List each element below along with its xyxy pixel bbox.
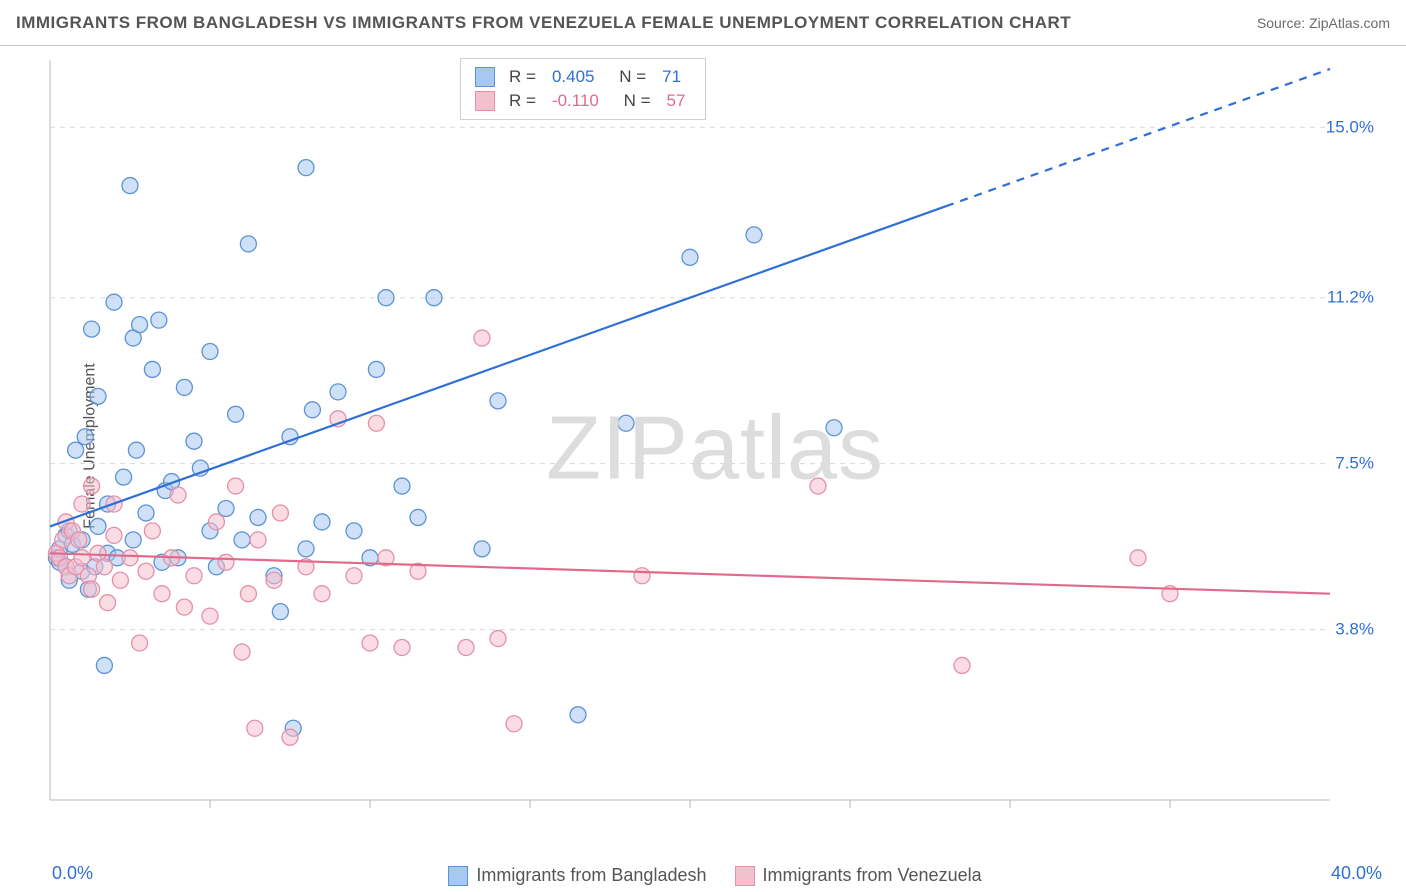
legend-n-value-0: 71: [662, 65, 681, 89]
legend-n-label-0: N =: [614, 65, 646, 89]
source-label: Source:: [1257, 15, 1309, 31]
legend-n-value-1: 57: [667, 89, 686, 113]
svg-text:11.2%: 11.2%: [1327, 288, 1374, 307]
bottom-legend-item-0: Immigrants from Bangladesh: [448, 865, 706, 886]
legend-r-value-1: -0.110: [552, 89, 599, 113]
legend-r-label-1: R =: [509, 89, 536, 113]
legend-r-value-0: 0.405: [552, 65, 595, 89]
legend-r-label-0: R =: [509, 65, 536, 89]
legend-row-series-0: R = 0.405 N = 71: [475, 65, 691, 89]
plot-area: ZIPatlas 3.8%7.5%11.2%15.0%: [50, 60, 1380, 830]
bottom-label-0: Immigrants from Bangladesh: [476, 865, 706, 886]
svg-text:7.5%: 7.5%: [1335, 454, 1374, 473]
legend-row-series-1: R = -0.110 N = 57: [475, 89, 691, 113]
legend-correlation-box: R = 0.405 N = 71 R = -0.110 N = 57: [460, 58, 706, 120]
source-attribution: Source: ZipAtlas.com: [1257, 15, 1390, 31]
svg-text:3.8%: 3.8%: [1335, 620, 1374, 639]
plot-svg: 3.8% 7.5% 11.2% 15.0%: [50, 60, 1380, 830]
chart-title: IMMIGRANTS FROM BANGLADESH VS IMMIGRANTS…: [16, 13, 1071, 33]
title-bar: IMMIGRANTS FROM BANGLADESH VS IMMIGRANTS…: [0, 0, 1406, 46]
bottom-legend-item-1: Immigrants from Venezuela: [735, 865, 982, 886]
legend-n-label-1: N =: [619, 89, 651, 113]
bottom-legend: Immigrants from Bangladesh Immigrants fr…: [50, 865, 1380, 886]
legend-swatch-1: [475, 91, 495, 111]
svg-text:15.0%: 15.0%: [1326, 117, 1374, 136]
legend-swatch-0: [475, 67, 495, 87]
bottom-label-1: Immigrants from Venezuela: [763, 865, 982, 886]
source-value: ZipAtlas.com: [1309, 15, 1390, 31]
bottom-swatch-1: [735, 866, 755, 886]
bottom-swatch-0: [448, 866, 468, 886]
x-axis-max-label: 40.0%: [1331, 863, 1382, 884]
